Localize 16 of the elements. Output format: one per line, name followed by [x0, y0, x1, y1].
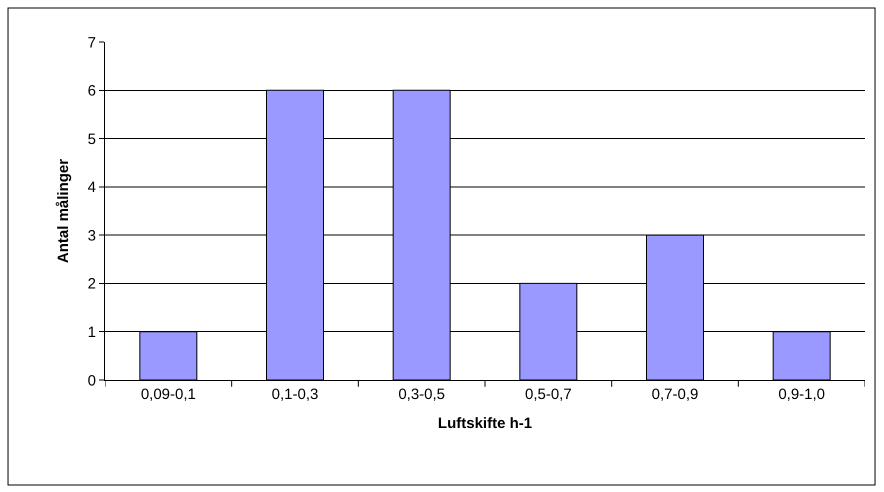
y-tick-label: 5: [88, 130, 96, 148]
y-tick-label: 1: [88, 324, 96, 341]
x-tick-label: 0,3-0,5: [398, 386, 446, 403]
x-axis-title: Luftskifte h-1: [438, 415, 532, 432]
x-tick-label: 0,09-0,1: [140, 386, 196, 403]
y-tick-label: 4: [88, 179, 96, 196]
x-tick-label: 0,9-1,0: [778, 386, 826, 403]
x-tick-label: 0,5-0,7: [524, 386, 572, 403]
y-tick-label: 7: [88, 34, 96, 52]
y-tick-label: 6: [88, 82, 96, 100]
x-tick-label: 0,1-0,3: [272, 386, 318, 403]
y-tick-label: 2: [88, 276, 96, 293]
y-axis-title: Antal målinger: [54, 158, 72, 264]
y-tick-label: 3: [88, 227, 96, 244]
y-tick-label: 0: [88, 372, 96, 390]
x-tick-label: 0,7-0,9: [652, 386, 698, 403]
